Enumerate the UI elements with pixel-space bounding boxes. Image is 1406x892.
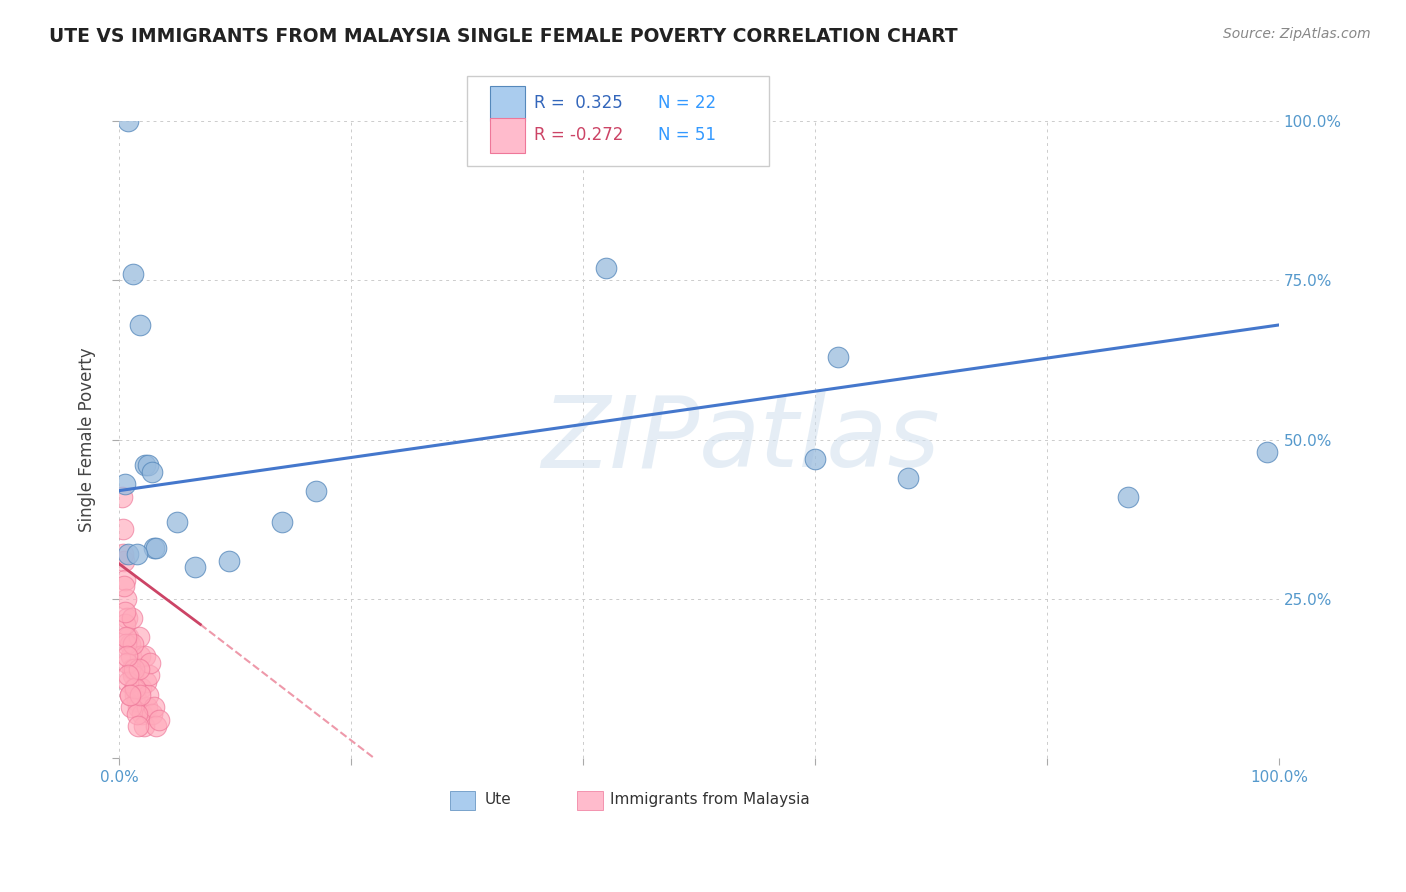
Point	[136, 458, 159, 472]
Point	[124, 688, 146, 702]
Point	[118, 688, 141, 702]
Point	[111, 547, 134, 561]
Point	[115, 630, 138, 644]
Text: Immigrants from Malaysia: Immigrants from Malaysia	[610, 792, 810, 807]
Point	[148, 713, 170, 727]
Bar	[578, 791, 603, 811]
Point	[112, 579, 135, 593]
Point	[166, 516, 188, 530]
Point	[114, 477, 136, 491]
Point	[134, 458, 156, 472]
Point	[129, 681, 152, 695]
Point	[129, 318, 152, 332]
Point	[115, 636, 138, 650]
Point	[117, 649, 139, 664]
Point	[129, 649, 152, 664]
Point	[141, 465, 163, 479]
Point	[183, 560, 205, 574]
Point	[128, 630, 150, 644]
Point	[120, 700, 142, 714]
Text: Source: ZipAtlas.com: Source: ZipAtlas.com	[1223, 27, 1371, 41]
Point	[121, 662, 143, 676]
Point	[270, 516, 292, 530]
Point	[114, 617, 136, 632]
Bar	[491, 86, 524, 121]
Point	[135, 674, 157, 689]
Point	[143, 541, 166, 555]
Point	[127, 700, 149, 714]
Point	[132, 719, 155, 733]
Y-axis label: Single Female Poverty: Single Female Poverty	[79, 347, 96, 532]
Point	[125, 706, 148, 721]
Point	[118, 636, 141, 650]
Point	[145, 719, 167, 733]
Point	[121, 611, 143, 625]
Point	[804, 451, 827, 466]
Point	[122, 681, 145, 695]
Point	[136, 700, 159, 714]
Point	[129, 688, 152, 702]
Text: ZIP: ZIP	[541, 392, 699, 488]
Point	[118, 688, 141, 702]
Point	[897, 471, 920, 485]
Point	[117, 114, 139, 128]
Point	[827, 350, 849, 364]
Text: N = 22: N = 22	[658, 95, 717, 112]
Point	[127, 719, 149, 733]
Point	[1256, 445, 1278, 459]
Text: R = -0.272: R = -0.272	[534, 126, 624, 145]
Point	[117, 611, 139, 625]
Point	[122, 668, 145, 682]
Point	[117, 668, 139, 682]
Point	[138, 668, 160, 682]
Point	[139, 656, 162, 670]
Point	[122, 662, 145, 676]
Text: R =  0.325: R = 0.325	[534, 95, 623, 112]
Text: UTE VS IMMIGRANTS FROM MALAYSIA SINGLE FEMALE POVERTY CORRELATION CHART: UTE VS IMMIGRANTS FROM MALAYSIA SINGLE F…	[49, 27, 957, 45]
Point	[117, 674, 139, 689]
Point	[305, 483, 328, 498]
Point	[117, 656, 139, 670]
Text: Ute: Ute	[485, 792, 512, 807]
Bar	[491, 118, 524, 153]
Point	[112, 554, 135, 568]
Point	[111, 522, 134, 536]
Bar	[450, 791, 475, 811]
Text: atlas: atlas	[699, 392, 941, 488]
Point	[120, 649, 142, 664]
Point	[131, 706, 153, 721]
Point	[218, 554, 240, 568]
FancyBboxPatch shape	[467, 77, 769, 166]
Point	[128, 662, 150, 676]
Point	[1116, 490, 1139, 504]
Point	[122, 267, 145, 281]
Text: N = 51: N = 51	[658, 126, 717, 145]
Point	[117, 547, 139, 561]
Point	[114, 573, 136, 587]
Point	[143, 700, 166, 714]
Point	[115, 591, 138, 606]
Point	[125, 694, 148, 708]
Point	[124, 681, 146, 695]
Point	[125, 547, 148, 561]
Point	[122, 636, 145, 650]
Point	[141, 706, 163, 721]
Point	[117, 630, 139, 644]
Point	[110, 490, 132, 504]
Point	[145, 541, 167, 555]
Point	[595, 260, 617, 275]
Point	[136, 688, 159, 702]
Point	[134, 649, 156, 664]
Point	[114, 605, 136, 619]
